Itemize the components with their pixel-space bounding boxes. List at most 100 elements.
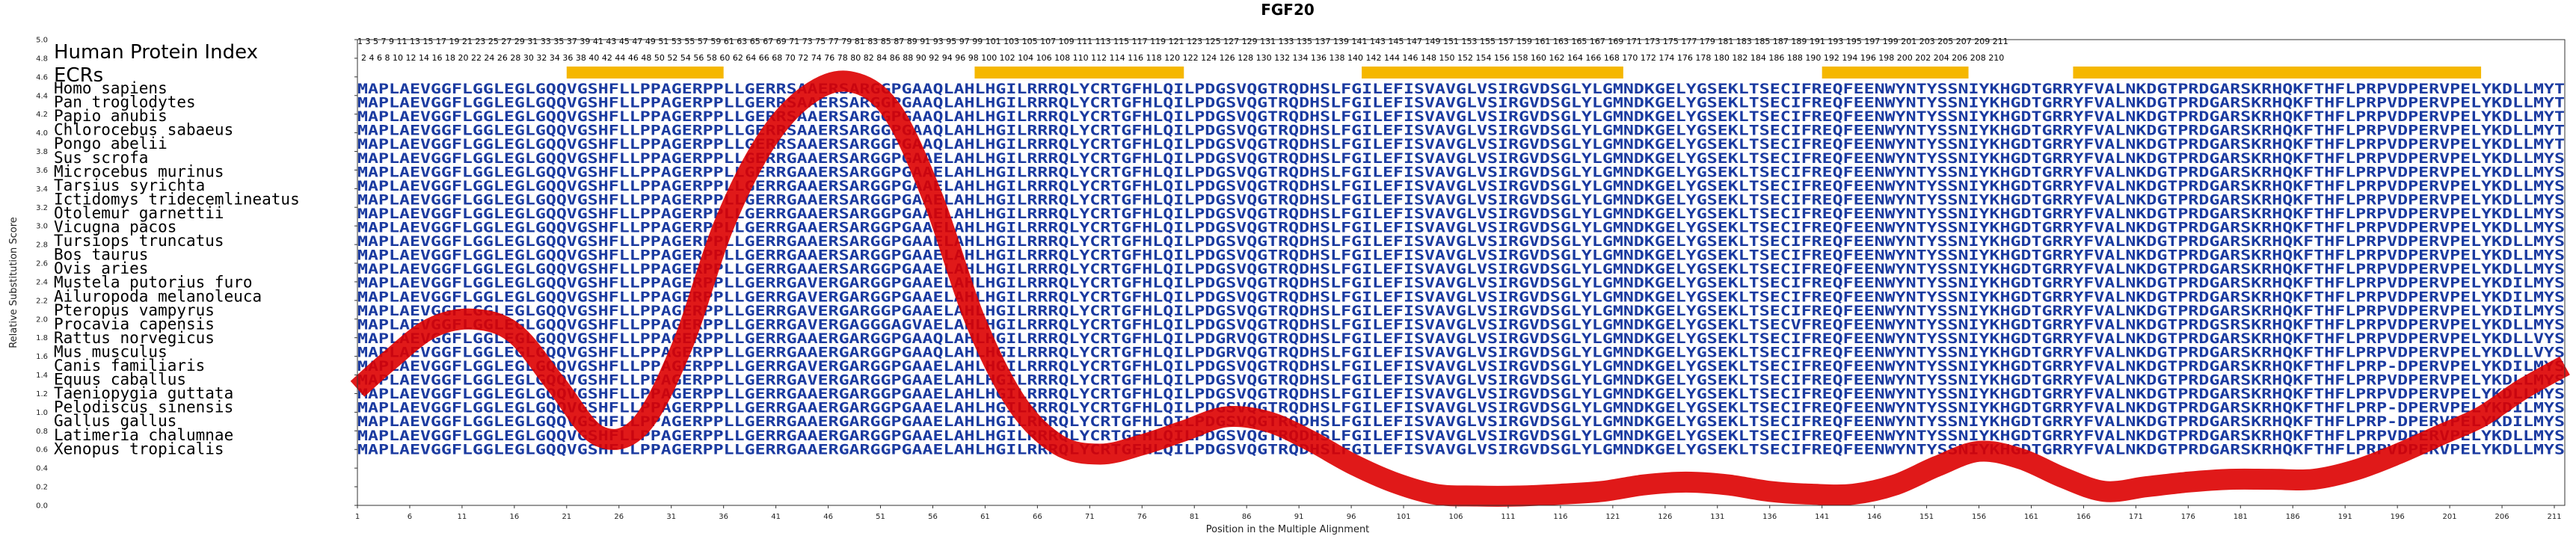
x-tick-label: 141: [1815, 513, 1829, 521]
x-tick-label: 106: [1448, 513, 1463, 521]
y-tick-label: 2.0: [36, 315, 48, 324]
ecr-bar: [2073, 67, 2482, 78]
axes: 0.0 0.2 0.4 0.6 0.8 1.0 1.2 1.4 1.6 1.8 2.0 2.2 2.4 2…: [36, 37, 2566, 521]
x-tick-label: 136: [1762, 513, 1777, 521]
species-label: Tursiops truncatus: [54, 232, 224, 250]
species-label: Ailuropoda melanoleuca: [54, 287, 262, 305]
x-tick-label: 186: [2286, 513, 2300, 521]
x-tick-label: 126: [1658, 513, 1672, 521]
x-tick-label: 111: [1501, 513, 1515, 521]
x-tick-label: 211: [2547, 513, 2561, 521]
species-label: Latimeria chalumnae: [54, 426, 233, 444]
species-label: Xenopus tropicalis: [54, 440, 224, 458]
species-label: Bos taurus: [54, 246, 148, 264]
y-tick-label: 1.8: [36, 334, 48, 342]
index-row-even: 2 4 6 8 10 12 14 16 18 20 22 24 26 28 30…: [361, 53, 2004, 63]
species-label: Taeniopygia guttata: [54, 384, 233, 402]
ecr-bar: [974, 67, 1184, 78]
y-tick-label: 1.0: [36, 409, 48, 417]
y-tick-label: 2.8: [36, 241, 48, 250]
x-tick-label: 1: [355, 513, 360, 521]
sequence-row: MAPLAEVGGFLGGLEGLGQQVGSHFLLPPAGERPPLLGER…: [357, 413, 2565, 430]
y-tick-label: 3.2: [36, 204, 48, 212]
y-tick-label: 4.2: [36, 111, 48, 119]
y-tick-label: 3.0: [36, 223, 48, 231]
x-tick-label: 206: [2495, 513, 2509, 521]
species-label: Vicugna pacos: [54, 218, 176, 236]
species-label: Papio anubis: [54, 107, 167, 125]
x-axis-label: Position in the Multiple Alignment: [1206, 524, 1370, 535]
sequence-row: MAPLAEVGGFLGGLEGLGQQVGSHFLLPPAGERPPLLGER…: [357, 261, 2565, 277]
x-tick-label: 86: [1242, 513, 1252, 521]
y-tick-label: 0.4: [36, 465, 48, 473]
ecr-label: ECRs: [54, 64, 103, 87]
species-label: Equus caballus: [54, 371, 186, 389]
sequence-row: MAPLAEVGGFLGGLEGLGQQVGSHFLLPPAGERPPLLGER…: [357, 275, 2565, 292]
x-tick-label: 46: [823, 513, 833, 521]
x-tick-label: 91: [1294, 513, 1304, 521]
x-tick-label: 146: [1867, 513, 1881, 521]
sequence-row: MAPLAEVGGFLGGLEGLGQQVGSHFLLPPAGERPPLLGER…: [357, 344, 2565, 360]
species-label: Procavia capensis: [54, 315, 215, 333]
sequence-row: MAPLAEVGGFLGGLEGLGQQVGSHFLLPPAGERPPLLGER…: [357, 428, 2565, 444]
y-tick-label: 0.8: [36, 428, 48, 436]
ecr-bar: [566, 67, 724, 78]
sequence-row: MAPLAEVGGFLGGLEGLGQQVGSHFLLPPAGERPPLLGER…: [357, 316, 2565, 333]
species-label: Ovis aries: [54, 259, 148, 277]
x-tick-label: 96: [1347, 513, 1356, 521]
index-panel-label: Human Protein Index: [54, 41, 258, 64]
sequence-row: MAPLAEVGGFLGGLEGLGQQVGSHFLLPPAGERPPLLGER…: [357, 178, 2565, 194]
x-tick-label: 201: [2443, 513, 2457, 521]
x-tick-label: 191: [2338, 513, 2352, 521]
y-axis-label: Relative Substitution Score: [8, 217, 19, 348]
sequence-row: MAPLAEVGGFLGGLEGLGQQVGSHFLLPPAGERPPLLGER…: [357, 206, 2565, 222]
sequence-row: MAPLAEVGGFLGGLEGLGQQVGSHFLLPPAGERPPLLGER…: [357, 400, 2565, 416]
species-label: Mustela putorius furo: [54, 274, 253, 292]
y-tick-label: 0.2: [36, 484, 48, 492]
x-tick-label: 156: [1972, 513, 1986, 521]
y-tick-label: 2.6: [36, 260, 48, 268]
sequence-row: MAPLAEVGGFLGGLEGLGQQVGSHFLLPPAGERPPLLGER…: [357, 303, 2565, 319]
sequence-row: MAPLAEVGGFLGGLEGLGQQVGSHFLLPPAGERPPLLGER…: [357, 441, 2565, 458]
y-tick-label: 4.8: [36, 55, 48, 63]
sequence-alignment: MAPLAEVGGFLGGLEGLGQQVGSHFLLPPAGERPPLLGER…: [357, 81, 2565, 458]
sequence-row: MAPLAEVGGFLGGLEGLGQQVGSHFLLPPAGERPPLLGER…: [357, 220, 2565, 236]
ecr-bars: [566, 67, 2482, 78]
y-tick-label: 0.6: [36, 446, 48, 455]
sequence-row: MAPLAEVGGFLGGLEGLGQQVGSHFLLPPAGERPPLLGER…: [357, 95, 2565, 111]
species-label: Tarsius syrichta: [54, 176, 205, 194]
ecr-bar: [1822, 67, 1969, 78]
species-label: Rattus norvegicus: [54, 329, 215, 347]
species-label: Pongo abelii: [54, 135, 167, 153]
x-tick-label: 166: [2077, 513, 2091, 521]
sequence-row: MAPLAEVGGFLGGLEGLGQQVGSHFLLPPAGERPPLLGER…: [357, 358, 2565, 375]
sequence-row: MAPLAEVGGFLGGLEGLGQQVGSHFLLPPAGERPPLLGER…: [357, 81, 2565, 97]
species-label: Pteropus vampyrus: [54, 301, 215, 319]
x-tick-label: 31: [666, 513, 676, 521]
species-label: Gallus gallus: [54, 412, 176, 430]
sequence-row: MAPLAEVGGFLGGLEGLGQQVGSHFLLPPAGERPPLLGER…: [357, 191, 2565, 208]
index-row-odd: 1 3 5 7 9 11 13 15 17 19 21 23 25 27 29 …: [357, 37, 2008, 46]
sequence-row: MAPLAEVGGFLGGLEGLGQQVGSHFLLPPAGERPPLLGER…: [357, 372, 2565, 389]
x-tick-label: 26: [614, 513, 624, 521]
species-label: Chlorocebus sabaeus: [54, 121, 233, 139]
species-label: Microcebus murinus: [54, 162, 224, 180]
x-tick-label: 41: [771, 513, 781, 521]
x-tick-label: 116: [1553, 513, 1567, 521]
species-label: Pelodiscus sinensis: [54, 398, 233, 416]
x-tick-label: 11: [458, 513, 467, 521]
y-tick-label: 2.4: [36, 278, 48, 286]
plot-area: [350, 70, 2570, 507]
x-tick-label: 161: [2024, 513, 2038, 521]
y-tick-label: 1.6: [36, 353, 48, 361]
sequence-row: MAPLAEVGGFLGGLEGLGQQVGSHFLLPPAGERPPLLGER…: [357, 330, 2565, 347]
y-tick-label: 4.6: [36, 73, 48, 81]
x-tick-label: 171: [2129, 513, 2143, 521]
y-tick-label: 1.4: [36, 372, 48, 380]
y-tick-label: 0.0: [36, 502, 48, 511]
x-tick-label: 71: [1085, 513, 1095, 521]
x-tick-label: 76: [1137, 513, 1147, 521]
x-tick-label: 51: [876, 513, 885, 521]
x-tick-label: 131: [1710, 513, 1724, 521]
